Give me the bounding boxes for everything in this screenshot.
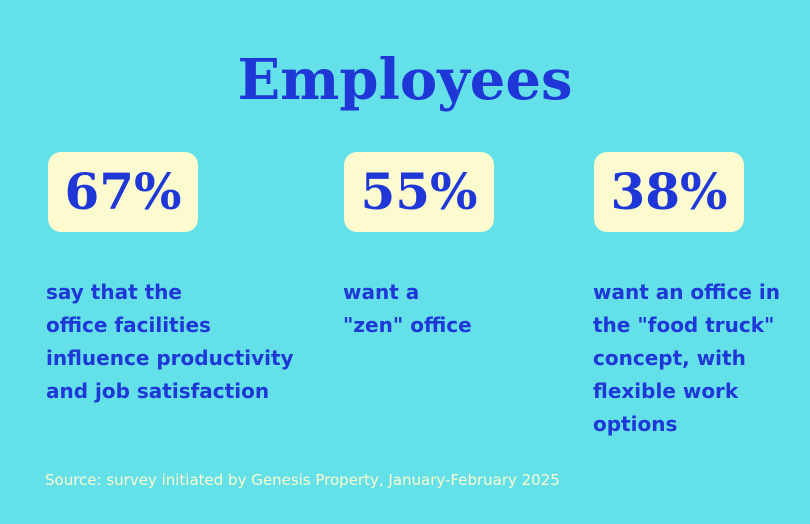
- stat-description-line: "zen" office: [343, 313, 472, 337]
- stat-description-line: concept, with: [593, 346, 746, 370]
- stat-description-line: options: [593, 412, 678, 436]
- stat-description-line: influence productivity: [46, 346, 294, 370]
- stat-description-line: flexible work: [593, 379, 739, 403]
- stat-value-1: 67%: [64, 162, 182, 221]
- stat-description-2: want a "zen" office: [343, 276, 472, 342]
- stat-box-3: 38%: [594, 152, 744, 232]
- stat-description-line: and job satisfaction: [46, 379, 270, 403]
- stat-description-line: say that the: [46, 280, 182, 304]
- stat-value-3: 38%: [610, 162, 728, 221]
- stat-value-2: 55%: [360, 162, 478, 221]
- stat-description-line: want a: [343, 280, 420, 304]
- stat-description-line: want an office in: [593, 280, 780, 304]
- stat-description-1: say that the office facilities influence…: [46, 276, 294, 408]
- stat-box-1: 67%: [48, 152, 198, 232]
- stat-box-2: 55%: [344, 152, 494, 232]
- stat-description-line: office facilities: [46, 313, 211, 337]
- page-title: Employees: [237, 47, 573, 113]
- stat-description-3: want an office in the "food truck" conce…: [593, 276, 780, 441]
- source-note: Source: survey initiated by Genesis Prop…: [45, 471, 560, 489]
- stat-description-line: the "food truck": [593, 313, 775, 337]
